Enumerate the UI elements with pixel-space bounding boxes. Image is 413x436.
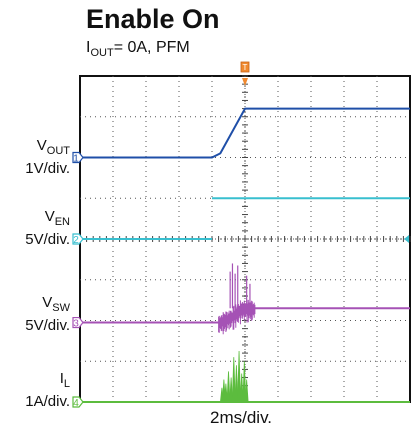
channel-marker-ch2 bbox=[72, 233, 84, 245]
channel-marker-label: 2 bbox=[73, 235, 79, 246]
channel-marker-ch4 bbox=[72, 396, 84, 408]
ven-right-marker bbox=[404, 235, 409, 243]
channel-marker-ch3 bbox=[72, 316, 84, 329]
vsw-label: VSW 5V/div. bbox=[25, 294, 70, 334]
x-axis-label: 2ms/div. bbox=[210, 408, 273, 427]
vout-trace bbox=[80, 107, 410, 159]
trigger-marker bbox=[240, 61, 250, 73]
il-label: IL 1A/div. bbox=[25, 370, 70, 410]
trigger-marker-label: T bbox=[243, 63, 248, 72]
ven-label: VEN 5V/div. bbox=[25, 208, 70, 248]
vout-label: VOUT 1V/div. bbox=[25, 137, 70, 177]
channel-marker-label: 3 bbox=[73, 319, 79, 330]
vsw-trace bbox=[80, 307, 410, 324]
channel-marker-ch1 bbox=[72, 151, 84, 164]
chart-subtitle: IOUT= 0A, PFM bbox=[86, 39, 190, 60]
trigger-arrow bbox=[242, 78, 248, 86]
channel-marker-label: 4 bbox=[73, 398, 79, 409]
channel-marker-label: 1 bbox=[73, 154, 79, 165]
chart-title: Enable On bbox=[86, 4, 220, 34]
